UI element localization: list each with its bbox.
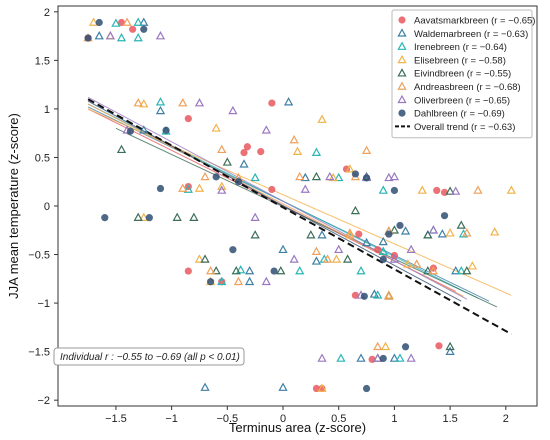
legend-item-andreasbreen: Andreasbreen (r = −0.68): [398, 82, 520, 93]
data-point: [396, 222, 403, 229]
legend-item-oliverbreen: Oliverbreen (r = −0.65): [398, 95, 510, 106]
data-point: [363, 385, 370, 392]
data-point: [391, 187, 398, 194]
data-point: [162, 127, 169, 134]
correlation-annotation: Individual r : −0.55 to −0.69 (all p < 0…: [54, 348, 244, 365]
y-tick-label: 1: [44, 104, 50, 116]
y-axis-title: JJA mean temperature (z-score): [6, 113, 21, 299]
annotation-text: Individual r : −0.55 to −0.69 (all p < 0…: [60, 352, 240, 363]
y-tick-label: 0.5: [35, 152, 50, 164]
data-point: [363, 174, 370, 181]
legend-item-dahlbreen: Dahlbreen (r = −0.69): [398, 109, 504, 120]
legend-item-overall-trend: Overall trend (r = −0.63): [395, 122, 515, 133]
x-axis-title: Terminus area (z-score): [229, 420, 366, 435]
y-tick-label: 2: [44, 7, 50, 19]
legend-label: Oliverbreen (r = −0.65): [414, 95, 510, 106]
data-point: [101, 214, 108, 221]
data-point: [96, 19, 103, 26]
legend-label: Waldemarbreen (r = −0.63): [414, 29, 528, 40]
legend-item-aavatsmarkbreen: Aavatsmarkbreen (r = −0.65): [398, 16, 535, 27]
x-tick-label: 2: [503, 413, 509, 425]
x-tick-label: −1: [165, 413, 178, 425]
data-point: [385, 231, 392, 238]
x-tick-label: −1.5: [105, 413, 127, 425]
data-point: [268, 186, 275, 193]
y-tick-label: −2: [37, 395, 50, 407]
x-tick-label: 1: [391, 413, 397, 425]
legend-label: Dahlbreen (r = −0.69): [414, 109, 505, 120]
legend: Aavatsmarkbreen (r = −0.65) Waldemarbreen…: [392, 10, 535, 138]
data-point: [229, 246, 236, 253]
legend-label: Aavatsmarkbreen (r = −0.65): [414, 16, 535, 27]
y-tick-label: 1.5: [35, 55, 50, 67]
data-point: [433, 187, 440, 194]
legend-marker: [398, 16, 405, 23]
data-point: [380, 256, 387, 263]
y-tick-label: −0.5: [28, 250, 50, 262]
data-point: [129, 26, 136, 33]
data-point: [352, 170, 359, 177]
legend-label: Overall trend (r = −0.63): [414, 122, 515, 133]
data-point: [402, 343, 409, 350]
data-point: [185, 267, 192, 274]
y-tick-label: −1: [37, 298, 50, 310]
data-point: [380, 355, 387, 362]
data-point: [84, 34, 91, 41]
data-point: [127, 128, 134, 135]
legend-item-elisebreen: Elisebreen (r = −0.58): [398, 55, 506, 66]
data-point: [441, 212, 448, 219]
data-point: [268, 99, 275, 106]
data-point: [146, 214, 153, 221]
legend-label: Elisebreen (r = −0.58): [414, 55, 506, 66]
data-point: [271, 267, 278, 274]
data-point: [157, 185, 164, 192]
legend-marker: [398, 110, 405, 117]
legend-label: Irenebreen (r = −0.64): [414, 42, 507, 53]
data-point: [240, 149, 247, 156]
data-point: [355, 231, 362, 238]
y-tick-label: −1.5: [28, 347, 50, 359]
legend-item-irenebreen: Irenebreen (r = −0.64): [398, 42, 507, 53]
data-point: [213, 173, 220, 180]
data-point: [361, 293, 368, 300]
y-tick-label: 0: [44, 201, 50, 213]
data-point: [235, 178, 242, 185]
legend-item-eivindbreen: Eivindbreen (r = −0.55): [398, 69, 511, 80]
legend-item-waldemarbreen: Waldemarbreen (r = −0.63): [398, 29, 528, 40]
data-point: [435, 342, 442, 349]
legend-label: Eivindbreen (r = −0.55): [414, 69, 511, 80]
data-point: [140, 26, 147, 33]
data-point: [257, 148, 264, 155]
data-point: [207, 278, 214, 285]
x-tick-label: 1.5: [442, 413, 457, 425]
data-point: [185, 115, 192, 122]
legend-label: Andreasbreen (r = −0.68): [414, 82, 521, 93]
